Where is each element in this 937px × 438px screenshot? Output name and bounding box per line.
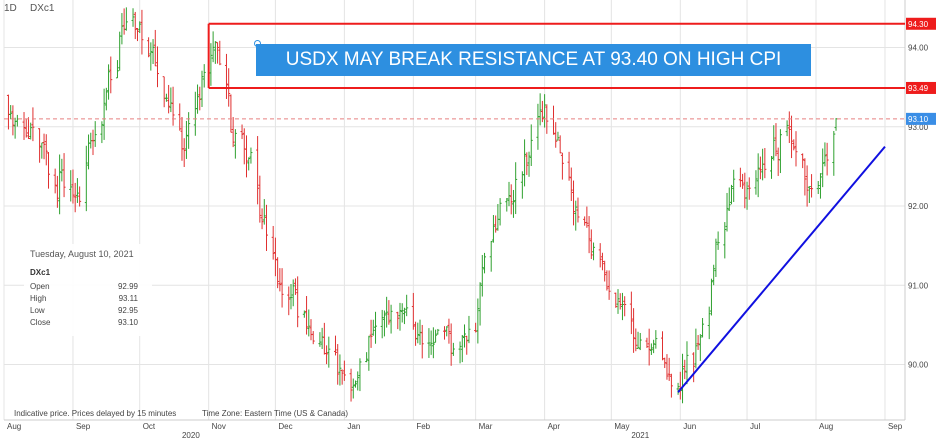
x-tick-label: Nov: [212, 422, 226, 431]
x-tick-label: Sep: [888, 422, 903, 431]
interval-label: 1D: [4, 3, 17, 14]
price-tags: 94.30 93.49 93.10: [906, 17, 936, 125]
info-value: 93.11: [118, 294, 138, 303]
info-value: 92.95: [117, 306, 138, 315]
x-tick-label: Sep: [76, 422, 91, 431]
info-symbol: DXc1: [30, 268, 51, 277]
price-tag: [906, 81, 936, 94]
info-label: Low: [30, 306, 45, 315]
info-label: High: [30, 294, 47, 303]
year-label: 2020: [182, 431, 200, 438]
x-tick-label: Jul: [750, 422, 760, 431]
y-tick-label: 92.00: [908, 202, 929, 211]
year-label: 2021: [631, 431, 649, 438]
price-tag-label: 93.49: [908, 84, 929, 93]
x-tick-label: Jun: [683, 422, 696, 431]
timezone-note: Time Zone: Eastern Time (US & Canada): [202, 409, 348, 418]
symbol-label: DXc1: [30, 3, 55, 14]
x-tick-label: Mar: [479, 422, 493, 431]
y-tick-label: 91.00: [908, 281, 929, 290]
price-tag-label: 94.30: [908, 20, 929, 29]
x-tick-label: Dec: [278, 422, 292, 431]
x-tick-label: Oct: [143, 422, 156, 431]
x-tick-label: Jan: [347, 422, 360, 431]
info-value: 92.99: [117, 282, 138, 291]
x-tick-label: Aug: [819, 422, 833, 431]
x-tick-label: May: [614, 422, 629, 431]
y-tick-label: 90.00: [908, 361, 929, 370]
info-date: Tuesday, August 10, 2021: [30, 249, 134, 259]
price-tag: [906, 112, 936, 125]
y-axis-labels: 90.00 91.00 92.00 93.00 94.00: [908, 44, 929, 370]
y-tick-label: 94.00: [908, 44, 929, 53]
candles-layer: [6, 7, 838, 404]
y-tick-label: 93.00: [908, 123, 929, 132]
headline-annotation[interactable]: USDX MAY BREAK RESISTANCE AT 93.40 ON HI…: [256, 44, 811, 76]
ohlc-info-box: Tuesday, August 10, 2021 DXc1 Open 92.99…: [24, 244, 152, 336]
annotation-lines: [4, 22, 905, 393]
x-axis-labels: Aug Sep Oct Nov Dec Jan Feb Mar Apr May Jun Jul Aug S…: [7, 422, 903, 438]
price-tag-label: 93.10: [908, 115, 929, 124]
x-tick-label: Apr: [548, 422, 561, 431]
x-tick-label: Feb: [416, 422, 430, 431]
info-value: 93.10: [117, 318, 138, 327]
x-tick-label: Aug: [7, 422, 21, 431]
info-label: Open: [30, 282, 50, 291]
price-tag: [906, 17, 936, 30]
info-label: Close: [30, 318, 51, 327]
delay-note: Indicative price. Prices delayed by 15 m…: [14, 409, 176, 418]
support-trendline: [677, 145, 886, 393]
